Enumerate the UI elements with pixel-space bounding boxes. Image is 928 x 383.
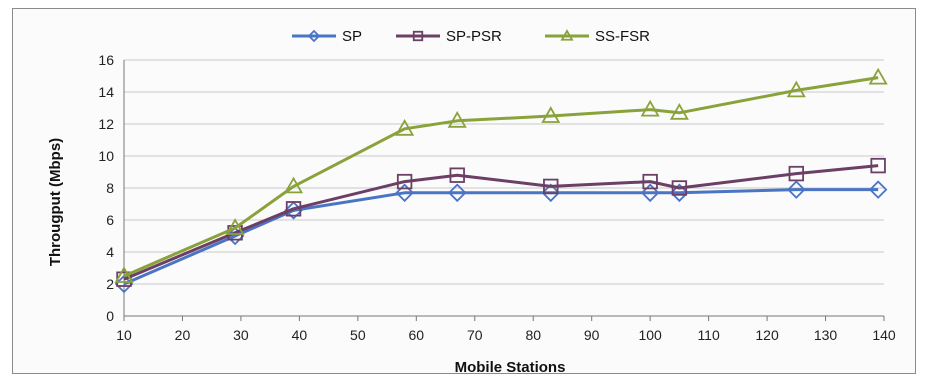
x-tick-label: 60 [409,327,425,343]
data-point [114,266,134,283]
data-point [642,173,658,190]
x-tick-label: 90 [584,327,600,343]
data-point [395,183,414,203]
data-point [225,218,245,235]
data-point [283,176,304,194]
data-point [395,118,415,136]
x-tick-label: 100 [638,327,662,343]
x-tick-label: 110 [697,327,720,343]
y-tick-label: 4 [106,244,114,260]
x-tick-label: 50 [350,327,366,343]
legend-label: SS-FSR [595,28,650,45]
x-tick-label: 20 [175,327,191,343]
y-tick-label: 8 [106,180,114,196]
data-point [788,165,805,182]
x-tick-label: 70 [467,327,483,343]
data-point [640,99,660,117]
legend-item: SP [292,28,362,45]
y-tick-label: 0 [106,308,114,324]
data-point [870,157,886,174]
x-tick-label: 40 [292,327,308,343]
data-point [396,173,413,190]
data-point [640,183,660,203]
legend-label: SP-PSR [446,28,502,45]
y-tick-label: 12 [98,116,114,132]
y-axis-label: Througput (Mbps) [47,138,64,266]
y-tick-label: 16 [98,52,114,68]
data-point [560,29,574,41]
y-tick-label: 10 [98,148,114,164]
legend: SP SP-PSR SS-FSR [292,28,650,45]
legend-label: SP [342,28,362,45]
data-point [307,29,321,43]
x-tick-label: 10 [116,327,132,343]
y-tick-label: 2 [106,276,114,292]
y-tick-label: 14 [98,84,114,100]
grid [123,59,885,321]
data-point [786,80,806,98]
series-sp [114,180,888,294]
legend-item: SS-FSR [545,28,650,45]
data-point [541,106,561,123]
y-tick-labels: 0 2 4 6 8 10 12 14 16 [98,52,114,324]
x-tick-label: 140 [872,327,896,343]
data-point [671,180,688,196]
data-point [787,180,806,199]
data-point [447,183,467,203]
data-point [541,183,561,203]
series-line [123,188,879,286]
x-axis-label: Mobile Stations [455,359,566,376]
data-point [285,201,302,217]
series-line [123,76,879,278]
series-sp-psr [116,157,886,287]
data-point [868,180,888,199]
y-tick-label: 6 [106,212,114,228]
x-tick-labels: 10 20 30 40 50 60 70 80 90 100 110 120 130 140 [116,327,896,343]
x-tick-label: 30 [233,327,249,343]
data-point [543,178,559,195]
series-ss-fsr [114,67,888,283]
data-point [412,30,424,42]
data-point [868,67,888,85]
series-layer [114,67,888,294]
data-point [670,183,689,203]
x-tick-label: 120 [755,327,779,343]
data-point [669,102,689,120]
data-point [449,167,465,183]
x-tick-label: 130 [814,327,838,343]
series-line [123,164,879,281]
data-point [447,110,467,128]
x-tick-label: 80 [525,327,541,343]
legend-item: SP-PSR [396,28,502,45]
